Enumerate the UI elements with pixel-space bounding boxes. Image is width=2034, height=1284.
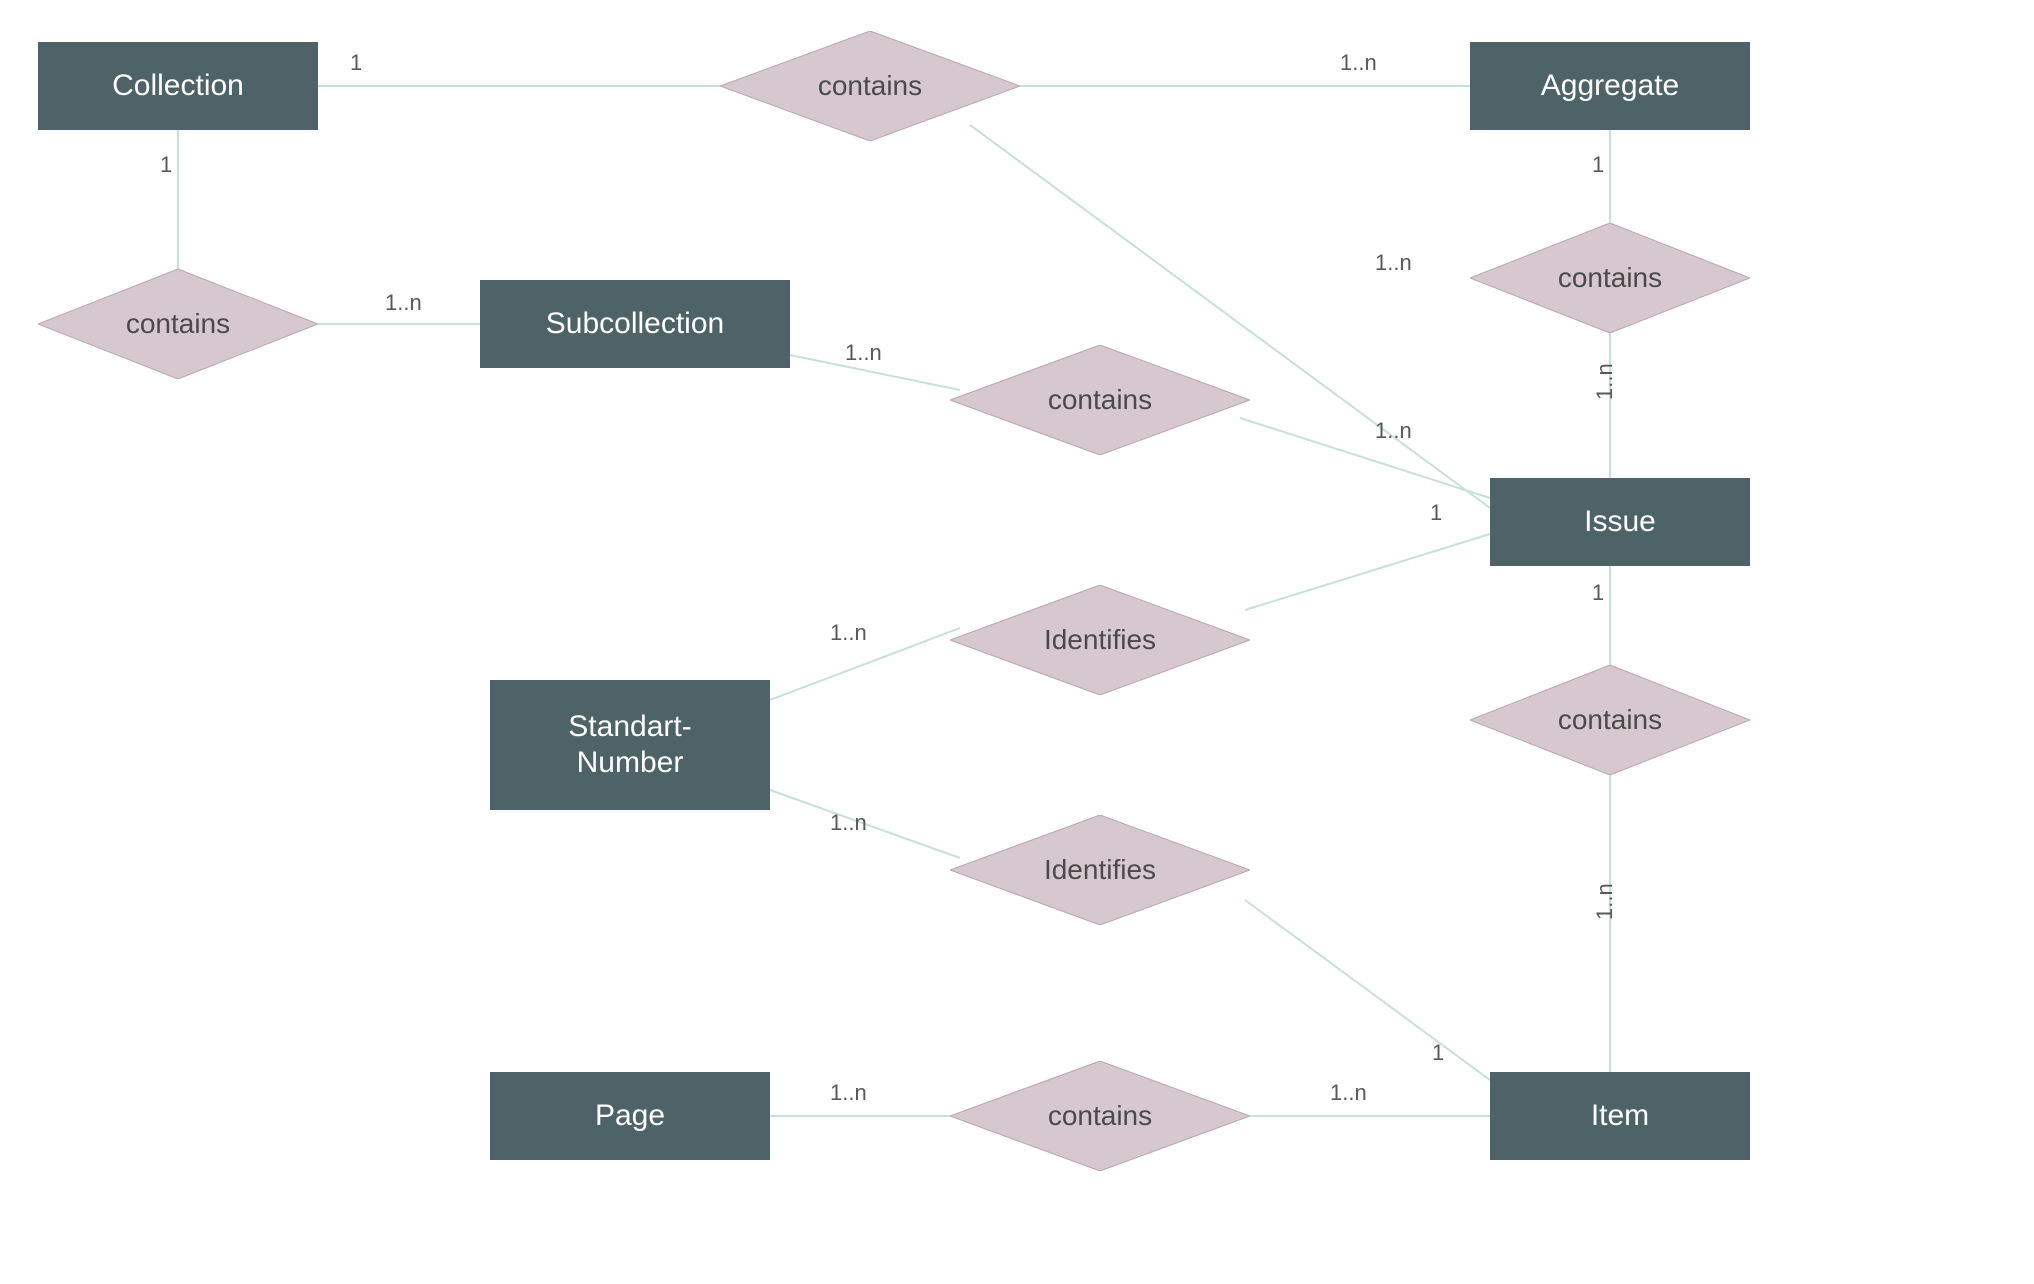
entity-item: Item (1490, 1072, 1750, 1160)
cardinality-c17: 1..n (1330, 1080, 1367, 1106)
cardinality-c3: 1..n (1375, 250, 1412, 276)
cardinality-c7: 1..n (1375, 418, 1412, 444)
relationship-label-r_ident_item: Identifies (950, 815, 1250, 925)
er-diagram-canvas: contains contains contains contains Identifi… (0, 0, 2034, 1284)
cardinality-c13: 1..n (1592, 883, 1618, 920)
relationship-r_coll_sub (38, 269, 318, 379)
relationship-r_ident_iss (950, 585, 1250, 695)
cardinality-c6: 1..n (845, 340, 882, 366)
cardinality-c5: 1..n (385, 290, 422, 316)
edge (1245, 900, 1490, 1080)
edge (1240, 418, 1490, 498)
entity-collection: Collection (38, 42, 318, 130)
cardinality-c2: 1..n (1340, 50, 1377, 76)
relationship-label-r_ident_iss: Identifies (950, 585, 1250, 695)
relationship-label-r_agg_issue: contains (1470, 223, 1750, 333)
entity-page: Page (490, 1072, 770, 1160)
cardinality-c10: 1..n (830, 620, 867, 646)
cardinality-c11: 1 (1430, 500, 1442, 526)
cardinality-c1: 1 (350, 50, 362, 76)
relationship-r_coll_agg (720, 31, 1020, 141)
relationship-r_sub_issue (950, 345, 1250, 455)
relationship-r_ident_item (950, 815, 1250, 925)
entity-aggregate: Aggregate (1470, 42, 1750, 130)
relationship-r_iss_item (1470, 665, 1750, 775)
cardinality-c14: 1..n (830, 810, 867, 836)
cardinality-c9: 1..n (1592, 363, 1618, 400)
cardinality-c4: 1 (160, 152, 172, 178)
relationship-label-r_coll_agg: contains (720, 31, 1020, 141)
relationship-label-r_iss_item: contains (1470, 665, 1750, 775)
cardinality-c15: 1 (1432, 1040, 1444, 1066)
cardinality-c12: 1 (1592, 580, 1604, 606)
entity-issue: Issue (1490, 478, 1750, 566)
edge (1245, 534, 1490, 610)
relationship-r_agg_issue (1470, 223, 1750, 333)
relationship-label-r_coll_sub: contains (38, 269, 318, 379)
entity-subcollection: Subcollection (480, 280, 790, 368)
edge (970, 125, 1490, 508)
entity-standart: Standart- Number (490, 680, 770, 810)
cardinality-c8: 1 (1592, 152, 1604, 178)
relationship-r_item_page (950, 1061, 1250, 1171)
relationship-label-r_sub_issue: contains (950, 345, 1250, 455)
cardinality-c16: 1..n (830, 1080, 867, 1106)
relationship-label-r_item_page: contains (950, 1061, 1250, 1171)
